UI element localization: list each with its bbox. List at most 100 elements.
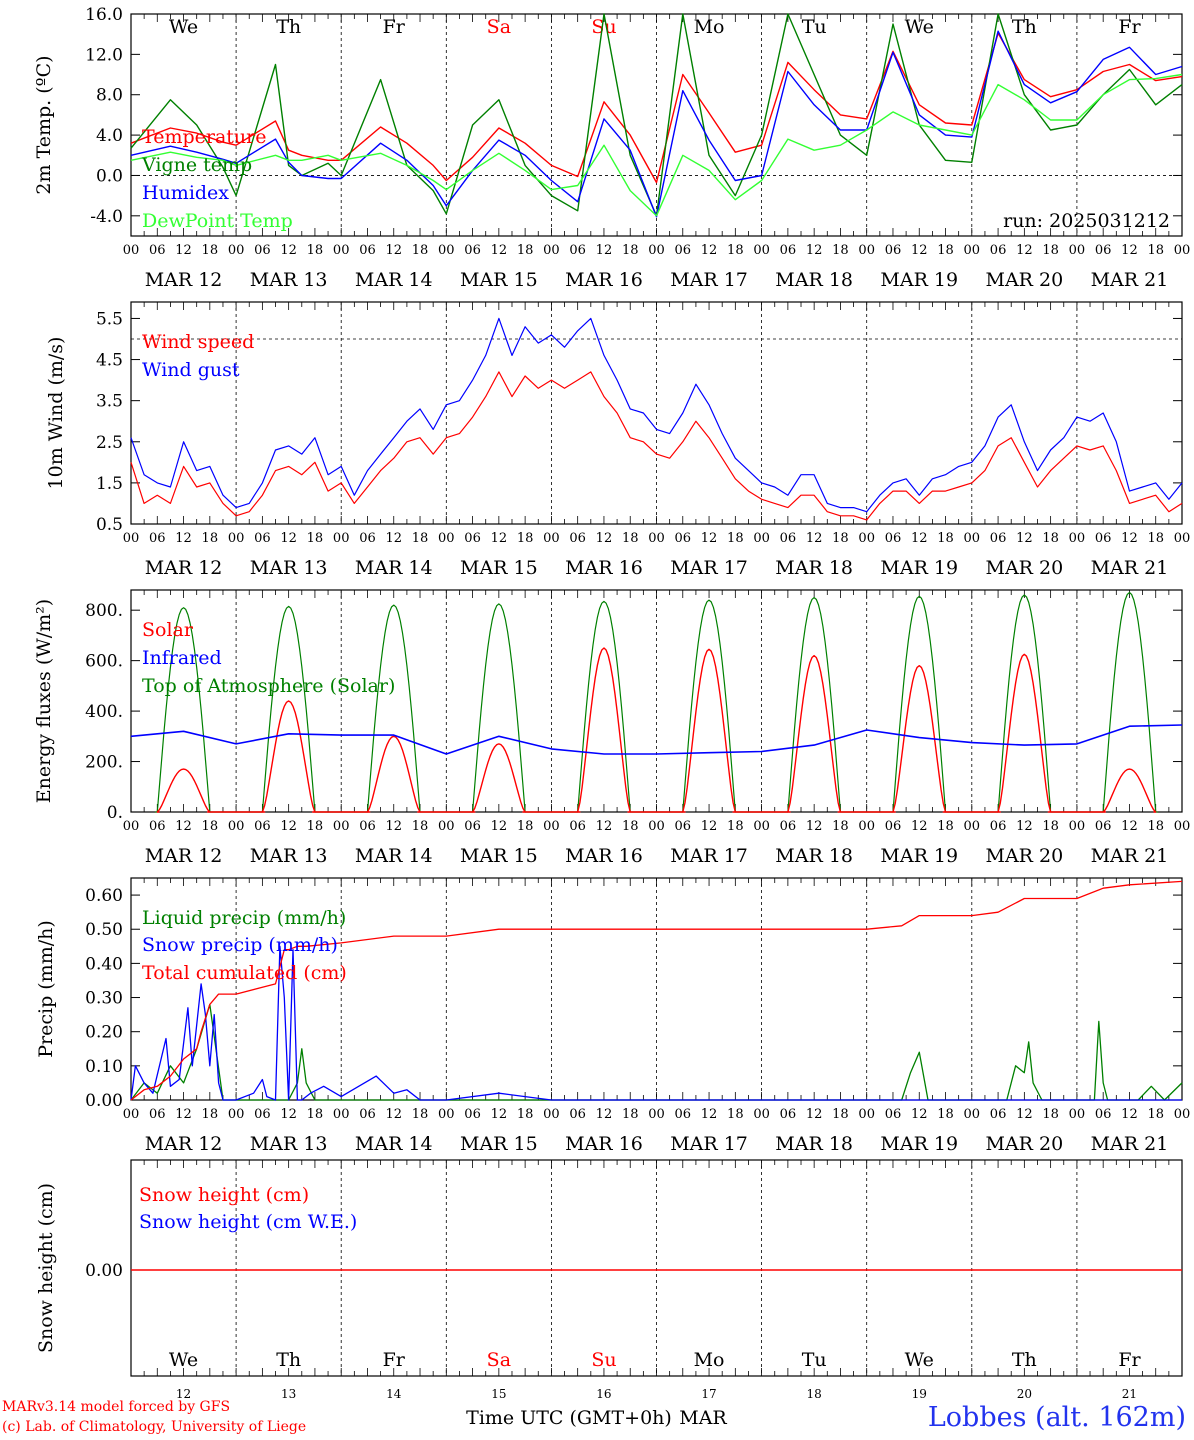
- hour-tick-label: 12: [701, 819, 718, 834]
- hour-tick-label: 00: [438, 819, 455, 834]
- temp-series-line: [130, 30, 1183, 218]
- hour-tick-label: 00: [964, 243, 981, 258]
- hour-tick-label: 18: [1042, 819, 1059, 834]
- flux-y-tick-label: 800.: [85, 601, 123, 621]
- hour-tick-label: 06: [569, 1107, 586, 1122]
- hour-tick-label: 00: [123, 531, 140, 546]
- hour-tick-label: 12: [1121, 531, 1138, 546]
- weekday-label-bottom: Th: [1012, 1349, 1037, 1371]
- weekday-label: Tu: [802, 16, 827, 38]
- precip-legend-entry: Total cumulated (cm): [142, 962, 347, 984]
- date-label: MAR 19: [880, 557, 958, 579]
- hour-tick-label: 06: [359, 819, 376, 834]
- temp-legend-entry: Vigne temp: [141, 154, 252, 176]
- day-number-label: 18: [807, 1387, 822, 1401]
- hour-tick-label: 18: [727, 819, 744, 834]
- date-label: MAR 21: [1091, 269, 1169, 291]
- date-label: MAR 16: [565, 269, 643, 291]
- hour-tick-label: 00: [543, 1107, 560, 1122]
- date-label: MAR 21: [1091, 845, 1169, 867]
- hour-tick-label: 12: [1016, 531, 1033, 546]
- hour-tick-label: 00: [753, 819, 770, 834]
- hour-tick-label: 12: [491, 243, 508, 258]
- wind-series-line: [130, 371, 1183, 521]
- hour-tick-label: 12: [701, 243, 718, 258]
- hour-tick-label: 12: [491, 531, 508, 546]
- temp-legend-entry: Temperature: [142, 126, 266, 148]
- hour-tick-label: 12: [175, 1107, 192, 1122]
- precip-series-line: [130, 945, 1182, 1101]
- hour-tick-label: 00: [333, 531, 350, 546]
- weekday-label-bottom: Fr: [383, 1349, 406, 1371]
- hour-tick-label: 12: [175, 243, 192, 258]
- hour-tick-label: 12: [491, 819, 508, 834]
- weekday-label-bottom: Tu: [802, 1349, 827, 1371]
- date-label: MAR 21: [1091, 1133, 1169, 1155]
- temp-y-tick-label: 0.0: [96, 166, 123, 186]
- hour-tick-label: 00: [648, 243, 665, 258]
- model-credit-line-2: (c) Lab. of Climatology, University of L…: [2, 1419, 307, 1435]
- hour-tick-label: 06: [780, 531, 797, 546]
- hour-tick-label: 06: [1095, 243, 1112, 258]
- hour-tick-label: 18: [517, 531, 534, 546]
- model-credit-line-1: MARv3.14 model forced by GFS: [2, 1399, 231, 1415]
- hour-tick-label: 18: [517, 819, 534, 834]
- hour-tick-label: 00: [964, 1107, 981, 1122]
- hour-tick-label: 18: [727, 531, 744, 546]
- date-label: MAR 17: [670, 557, 748, 579]
- weekday-label: Mo: [694, 16, 725, 38]
- hour-tick-label: 00: [753, 531, 770, 546]
- flux-y-tick-label: 200.: [85, 753, 123, 773]
- date-label: MAR 14: [355, 269, 433, 291]
- hour-tick-label: 00: [1174, 1107, 1191, 1122]
- hour-tick-label: 18: [517, 1107, 534, 1122]
- hour-tick-label: 18: [1042, 243, 1059, 258]
- hour-tick-label: 00: [964, 819, 981, 834]
- hour-tick-label: 18: [307, 243, 324, 258]
- hour-tick-label: 00: [543, 819, 560, 834]
- day-number-label: 17: [701, 1387, 716, 1401]
- hour-tick-label: 06: [254, 1107, 271, 1122]
- weekday-label: Su: [591, 16, 616, 38]
- hour-tick-label: 18: [412, 819, 429, 834]
- hour-tick-label: 00: [228, 243, 245, 258]
- weekday-label: Sa: [487, 16, 511, 38]
- hour-tick-label: 12: [1016, 819, 1033, 834]
- date-label: MAR 12: [145, 269, 223, 291]
- hour-tick-label: 06: [780, 243, 797, 258]
- hour-tick-label: 18: [727, 1107, 744, 1122]
- hour-tick-label: 18: [307, 1107, 324, 1122]
- hour-tick-label: 00: [333, 819, 350, 834]
- date-label: MAR 15: [460, 1133, 538, 1155]
- hour-tick-label: 06: [780, 1107, 797, 1122]
- precip-legend-entry: Liquid precip (mm/h): [142, 907, 346, 929]
- hour-tick-label: 06: [990, 819, 1007, 834]
- hour-tick-label: 06: [254, 531, 271, 546]
- hour-tick-label: 06: [569, 243, 586, 258]
- hour-tick-label: 12: [596, 819, 613, 834]
- date-label: MAR 13: [250, 557, 328, 579]
- infrared-line: [130, 724, 1183, 755]
- temp-y-tick-label: 16.0: [85, 5, 123, 25]
- hour-tick-label: 18: [937, 531, 954, 546]
- solar-line: [156, 647, 1157, 813]
- date-label: MAR 19: [880, 269, 958, 291]
- date-label: MAR 17: [670, 1133, 748, 1155]
- precip-legend-entry: Snow precip (mm/h): [142, 934, 338, 956]
- hour-tick-label: 06: [885, 1107, 902, 1122]
- hour-tick-label: 18: [1147, 1107, 1164, 1122]
- hour-tick-label: 06: [359, 531, 376, 546]
- wind-legend-entry: Wind gust: [142, 359, 240, 381]
- date-label: MAR 14: [355, 557, 433, 579]
- hour-tick-label: 00: [858, 819, 875, 834]
- hour-tick-label: 12: [175, 819, 192, 834]
- precip-y-tick-label: 0.60: [85, 886, 123, 906]
- hour-tick-label: 00: [648, 531, 665, 546]
- hour-tick-label: 06: [675, 1107, 692, 1122]
- hour-tick-label: 00: [1174, 243, 1191, 258]
- hour-tick-label: 12: [385, 819, 402, 834]
- hour-tick-label: 00: [228, 819, 245, 834]
- hour-tick-label: 12: [806, 531, 823, 546]
- flux-y-tick-label: 600.: [85, 652, 123, 672]
- hour-tick-label: 06: [885, 819, 902, 834]
